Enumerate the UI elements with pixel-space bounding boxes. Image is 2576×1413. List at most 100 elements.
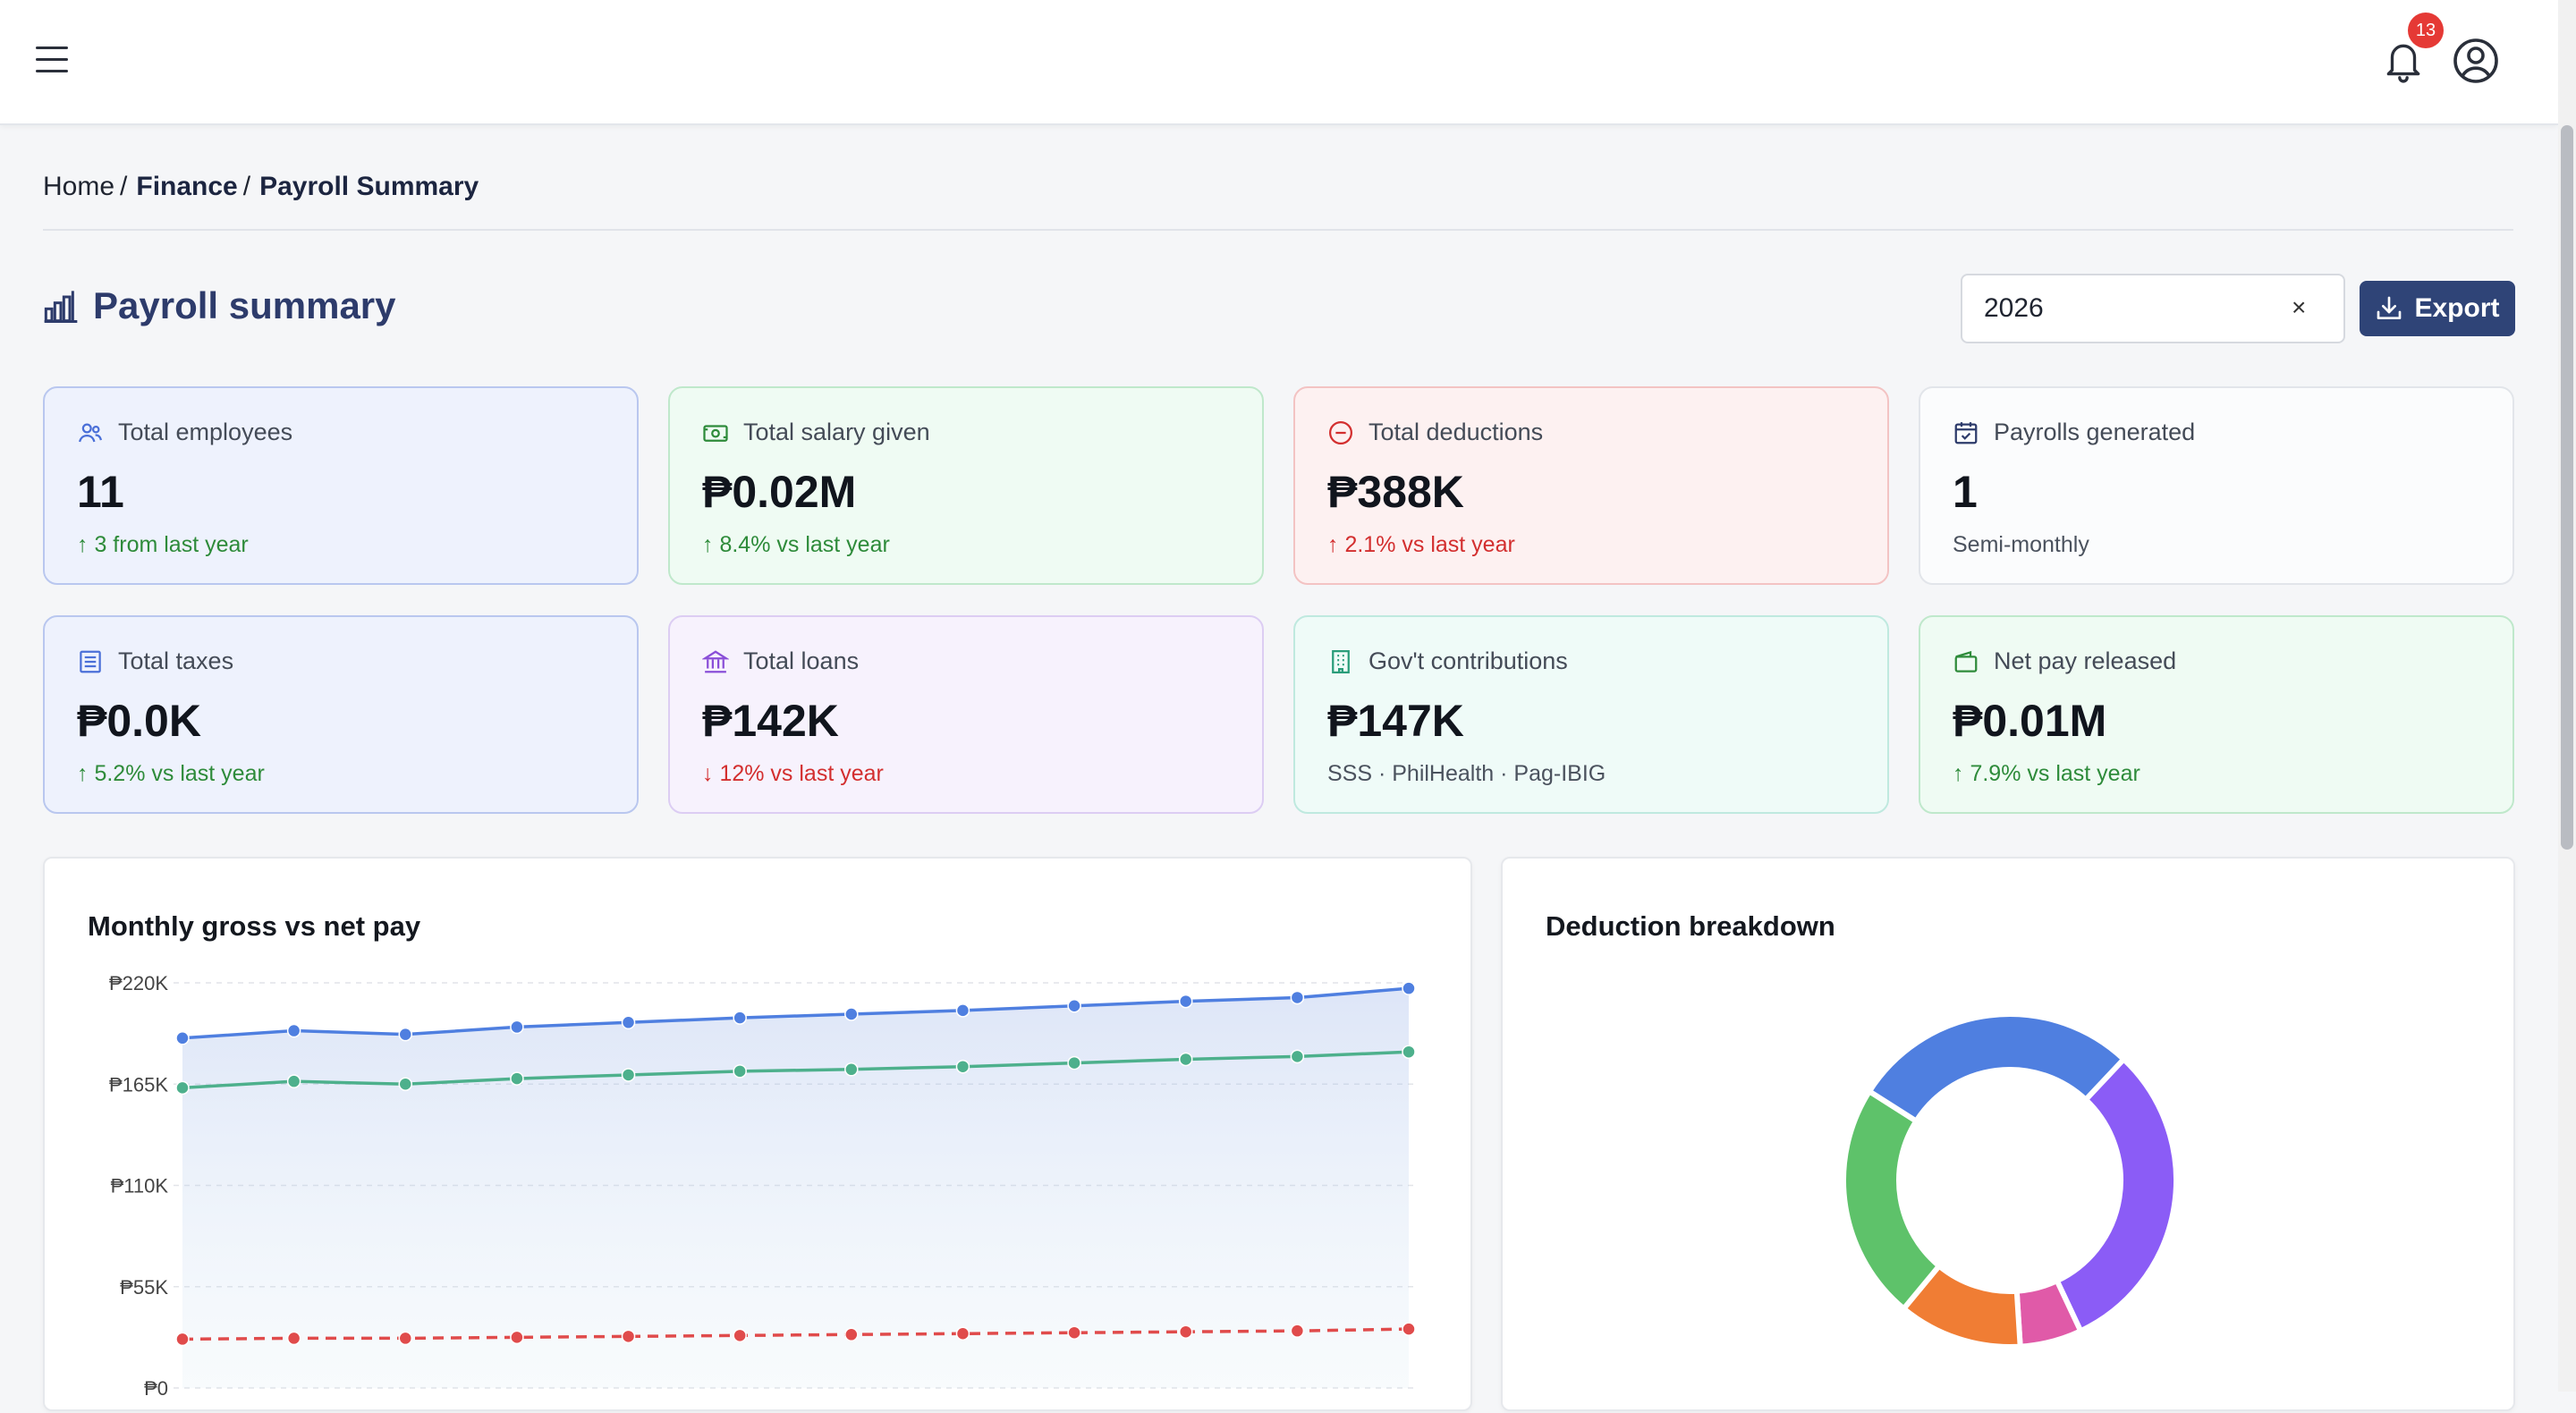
y-tick-label: ₱220K [109, 972, 168, 994]
data-point [955, 1059, 970, 1074]
breadcrumb-current: Payroll Summary [259, 172, 479, 201]
data-point [398, 1027, 413, 1042]
data-point [1290, 1049, 1305, 1064]
breadcrumb-finance[interactable]: Finance [136, 172, 238, 201]
data-point [844, 1327, 859, 1342]
series-line-2 [182, 1327, 1410, 1341]
card-label: Net pay released [1994, 647, 2177, 674]
bar-chart-icon [44, 291, 78, 323]
year-filter-input[interactable] [1961, 274, 2345, 343]
card-value: ₱147K [1327, 696, 1464, 746]
card-label: Total employees [118, 419, 293, 445]
clear-icon[interactable]: × [2292, 293, 2307, 321]
data-point [1178, 1324, 1193, 1339]
data-point [1290, 1324, 1305, 1338]
card-value: ₱388K [1327, 467, 1464, 517]
card-label: Total deductions [1368, 419, 1544, 445]
card-value: ₱0.0K [77, 696, 201, 746]
line-chart: ₱0 ₱55K ₱110K ₱165K ₱220K [109, 972, 1416, 1400]
data-point [955, 1326, 970, 1341]
data-point [1178, 1052, 1193, 1067]
receipt-icon [80, 650, 101, 673]
card-value: ₱0.02M [702, 467, 857, 517]
download-icon [2377, 296, 2402, 319]
data-point [175, 1332, 190, 1347]
card-value: 1 [1953, 467, 1978, 517]
donut-slice [1841, 1087, 1944, 1313]
data-point [510, 1020, 524, 1035]
card-label: Total loans [743, 647, 860, 674]
breadcrumb-home[interactable]: Home [43, 172, 115, 201]
deduction-breakdown-panel: Deduction breakdown [1501, 857, 2515, 1411]
data-point [175, 1031, 190, 1045]
card-note: ↑ 2.1% vs last year [1327, 532, 1515, 557]
card-payrolls-generated: Payrolls generated 1 Semi-monthly [1919, 386, 2514, 585]
card-value: ₱0.01M [1953, 696, 2107, 746]
data-point [1178, 994, 1193, 1009]
card-net-pay-released: Net pay released ₱0.01M ↑ 7.9% vs last y… [1919, 615, 2514, 814]
data-point [955, 1003, 970, 1018]
scrollbar-thumb[interactable] [2561, 125, 2573, 850]
data-point [621, 1068, 636, 1082]
donut-chart [1841, 1011, 2179, 1350]
export-button[interactable]: Export [2360, 281, 2515, 336]
donut-slice [1865, 1011, 2128, 1125]
data-point [510, 1071, 524, 1086]
card-label: Gov't contributions [1368, 647, 1568, 674]
breadcrumb-separator: / [120, 172, 128, 201]
user-circle-icon[interactable] [2453, 38, 2499, 84]
data-point [1067, 1055, 1081, 1070]
breadcrumb: Home / Finance / Payroll Summary [43, 172, 479, 202]
page-title: Payroll summary [43, 284, 396, 327]
data-point [733, 1328, 747, 1343]
data-point [733, 1011, 747, 1025]
data-point [844, 1062, 859, 1077]
card-note: Semi-monthly [1953, 532, 2089, 557]
card-note: ↑ 3 from last year [77, 532, 249, 557]
y-tick-label: ₱110K [111, 1175, 169, 1197]
gross-vs-net-panel: Monthly gross vs net pay ₱0 ₱55K ₱110K ₱165… [43, 857, 1472, 1411]
chart-title: Deduction breakdown [1546, 910, 1835, 942]
data-point [175, 1080, 190, 1096]
card-value: ₱142K [702, 696, 839, 746]
data-point [1402, 981, 1416, 995]
users-icon [79, 423, 102, 442]
card-total-loans: Total loans ₱142K ↓ 12% vs last year [668, 615, 1264, 814]
data-point [844, 1007, 859, 1021]
wallet-icon [1954, 650, 1978, 673]
cash-icon [703, 424, 728, 442]
bank-icon [702, 649, 729, 673]
card-note: SSS · PhilHealth · Pag-IBIG [1327, 761, 1606, 786]
building-icon [1332, 649, 1350, 673]
card-note: ↓ 12% vs last year [702, 761, 884, 786]
card-label: Total taxes [118, 647, 234, 674]
data-point [1067, 998, 1081, 1013]
data-point [621, 1015, 636, 1030]
series-line-0 [182, 986, 1410, 1040]
minus-circle-icon [1329, 420, 1352, 444]
card-govt-contributions: Gov't contributions ₱147K SSS · PhilHeal… [1293, 615, 1889, 814]
bell-icon[interactable] [2381, 36, 2426, 86]
page-title-text: Payroll summary [93, 284, 396, 326]
y-tick-label: ₱0 [144, 1377, 168, 1400]
card-total-employees: Total employees 11 ↑ 3 from last year [43, 386, 639, 585]
card-value: 11 [77, 467, 124, 517]
series-line-1 [182, 1050, 1410, 1090]
y-tick-label: ₱55K [120, 1276, 168, 1299]
data-point [510, 1330, 524, 1345]
donut-slice [2053, 1055, 2179, 1335]
card-total-taxes: Total taxes ₱0.0K ↑ 5.2% vs last year [43, 615, 639, 814]
card-total-salary: Total salary given ₱0.02M ↑ 8.4% vs last… [668, 386, 1264, 585]
menu-icon[interactable] [36, 47, 68, 75]
breadcrumb-separator: / [242, 172, 251, 201]
chart-title: Monthly gross vs net pay [88, 910, 421, 942]
data-point [733, 1064, 747, 1079]
data-point [286, 1023, 301, 1038]
card-note: ↑ 8.4% vs last year [702, 532, 890, 557]
divider [43, 229, 2513, 231]
card-label: Total salary given [743, 419, 930, 445]
calendar-check-icon [1954, 421, 1978, 444]
y-tick-label: ₱165K [109, 1073, 168, 1096]
data-point [1402, 1322, 1416, 1336]
card-total-deductions: Total deductions ₱388K ↑ 2.1% vs last ye… [1293, 386, 1889, 585]
